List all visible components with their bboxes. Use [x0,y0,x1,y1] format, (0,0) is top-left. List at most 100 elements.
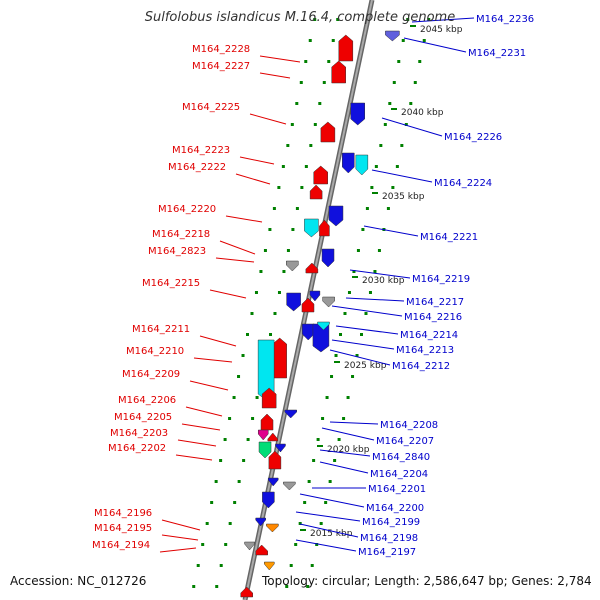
track-dot [309,144,313,147]
track-dot [351,375,355,378]
kbp-tick-label: 2045 kbp [420,25,463,35]
left-leader-line [249,113,287,125]
left-leader-line [239,156,275,165]
gene-arrow [268,450,282,470]
track-dot [291,228,295,231]
track-dot [418,60,422,63]
gene-label-right: M164_2214 [400,330,458,341]
gene-arrow [257,429,269,441]
right-leader-line [295,511,361,522]
gene-arrow [301,323,315,341]
track-dot [336,18,340,21]
gene-label-right: M164_2207 [376,436,434,447]
gene-label-right: M164_2219 [412,274,470,285]
gene-label-left: M164_2195 [94,523,152,534]
gene-label-left: M164_2222 [168,162,226,173]
track-dot [413,81,417,84]
track-dot [298,522,302,525]
track-dot [282,270,286,273]
gene-label-right: M164_2226 [444,132,502,143]
track-dot [401,39,405,42]
left-leader-line [159,547,197,553]
track-dot [228,417,232,420]
track-dot [233,501,237,504]
track-dot [254,291,258,294]
right-leader-line [411,17,475,23]
left-leader-line [209,289,247,299]
right-leader-line [345,297,405,302]
track-dot [347,291,351,294]
gene-label-left: M164_2211 [132,324,190,335]
kbp-tick-label: 2035 kbp [382,192,425,202]
gene-arrow [320,121,336,143]
gene-label-right: M164_2212 [392,361,450,372]
track-dot [304,60,308,63]
gene-label-right: M164_2199 [362,517,420,528]
kbp-tick-label: 2030 kbp [362,276,405,286]
gene-label-left: M164_2205 [114,412,172,423]
track-dot [379,144,383,147]
kbp-tick-mark [317,445,323,447]
kbp-tick-mark [300,529,306,531]
track-dot [285,585,289,588]
gene-arrow [267,432,279,442]
gene-arrow [255,517,266,527]
gene-arrow [267,477,279,487]
track-dot [324,501,328,504]
track-dot [289,564,293,567]
track-dot [364,312,368,315]
left-leader-line [181,423,221,431]
right-leader-line [331,305,403,317]
kbp-tick-mark [352,276,358,278]
kbp-tick-mark [372,192,378,194]
gene-label-left: M164_2202 [108,443,166,454]
track-dot [308,39,312,42]
gene-arrow [312,323,330,353]
track-dot [313,18,317,21]
left-leader-line [193,357,233,363]
gene-arrow [355,154,369,176]
track-dot [373,270,377,273]
left-leader-line [259,55,301,63]
track-dot [318,102,322,105]
genome-summary-text: Topology: circular; Length: 2,586,647 bp… [262,574,592,588]
right-leader-line [299,493,365,508]
gene-arrow [309,184,323,200]
gene-label-right: M164_2198 [360,533,418,544]
gene-arrow [305,262,319,274]
track-dot [346,396,350,399]
track-dot [259,270,263,273]
track-dot [246,333,250,336]
track-dot [325,396,329,399]
gene-arrow [309,290,321,302]
track-dot [337,438,341,441]
gene-label-right: M164_2236 [476,14,534,25]
track-dot [334,354,338,357]
left-leader-line [175,454,213,461]
gene-arrow [244,541,255,551]
gene-label-right: M164_2216 [404,312,462,323]
gene-arrow [240,586,253,598]
left-leader-line [259,72,291,79]
track-dot [281,165,285,168]
track-dot [400,144,404,147]
track-dot [313,123,317,126]
gene-label-left: M164_2227 [192,61,250,72]
track-dot [303,501,307,504]
track-dot [277,186,281,189]
gene-arrow [322,296,335,308]
track-dot [307,480,311,483]
track-dot [377,249,381,252]
gene-arrow [338,34,354,62]
track-dot [388,102,392,105]
track-dot [306,585,310,588]
track-dot [342,417,346,420]
right-leader-line [403,37,467,53]
gene-arrow [286,260,299,272]
right-leader-line [363,225,419,237]
track-dot [404,123,408,126]
track-dot [406,18,410,21]
track-dot [319,522,323,525]
